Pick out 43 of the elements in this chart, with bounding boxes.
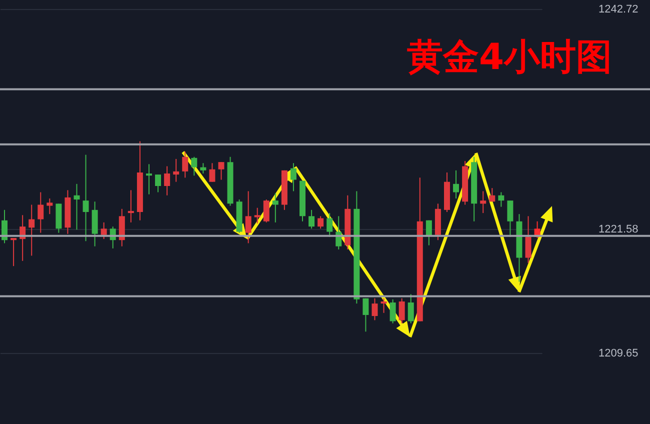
candlestick [318, 216, 324, 230]
candlestick [326, 212, 333, 238]
y-tick-label: 1242.72 [598, 3, 638, 16]
text: 黄金4小时图 [406, 37, 612, 78]
candlestick [128, 190, 134, 223]
candlestick [507, 200, 514, 238]
candlestick [46, 198, 53, 215]
candlestick [82, 154, 89, 242]
candlestick [182, 151, 188, 178]
candlestick [263, 199, 270, 223]
candlestick [254, 207, 260, 224]
candlestick [480, 190, 486, 214]
candlestick [209, 162, 216, 182]
candlestick [390, 298, 396, 324]
candlestick [92, 201, 98, 247]
candlestick [28, 204, 35, 256]
candlestick [118, 208, 125, 247]
candlestick [308, 209, 315, 230]
candlestick [290, 162, 296, 192]
y-tick-label: 1221.58 [598, 223, 638, 236]
candlestick [380, 298, 387, 314]
candlestick [146, 164, 152, 195]
candlestick [164, 166, 170, 196]
candlestick [173, 158, 180, 182]
candlestick [100, 222, 107, 240]
candlestick [191, 156, 198, 176]
candlestick [489, 188, 496, 202]
candlestick [372, 298, 378, 321]
y-tick-label: 1209.65 [598, 347, 638, 360]
candlestick [408, 294, 414, 324]
candlestick [498, 192, 504, 208]
candlestick [245, 190, 252, 244]
candlestick [38, 192, 44, 234]
candlestick [525, 216, 532, 264]
candlestick [453, 170, 460, 199]
candlestick [398, 298, 405, 324]
candlestick [155, 174, 162, 193]
candlestick [74, 183, 80, 230]
candlestick [218, 162, 224, 180]
candlestick [200, 162, 206, 174]
candlestick [272, 192, 278, 223]
candlestick [362, 298, 369, 332]
candlestick [10, 238, 17, 267]
